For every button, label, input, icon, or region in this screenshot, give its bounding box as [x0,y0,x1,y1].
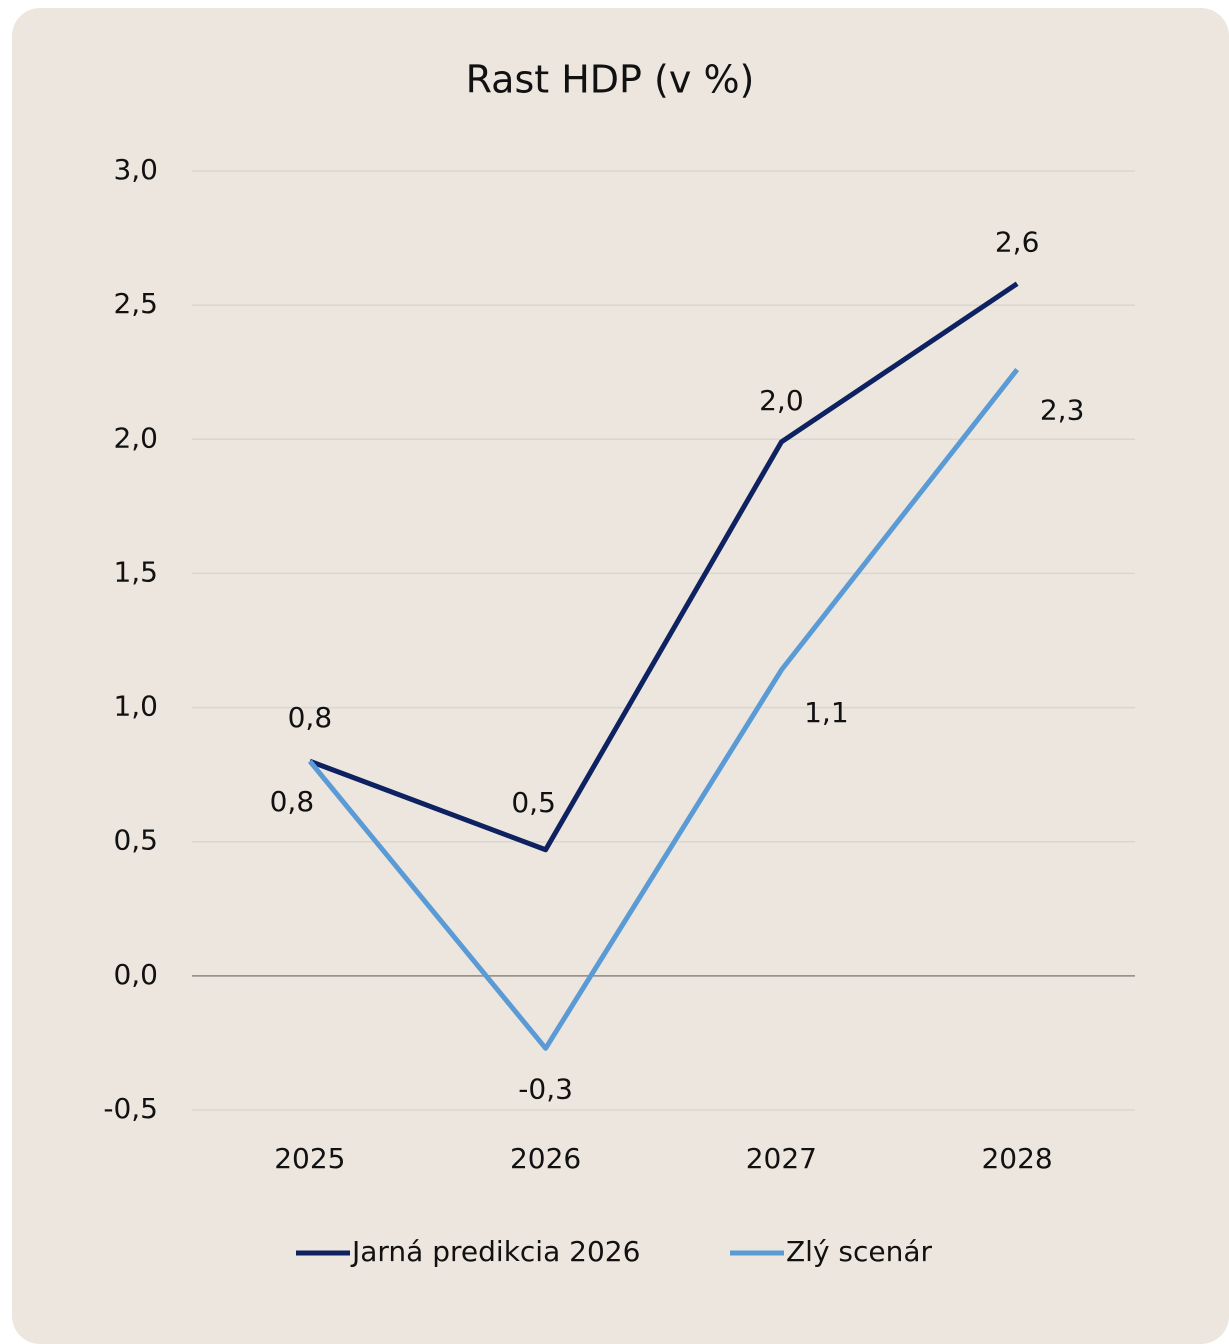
y-tick-label: 0,5 [113,824,158,857]
x-tick-label: 2026 [510,1142,581,1175]
y-tick-label: 3,0 [113,153,158,186]
y-tick-label: -0,5 [103,1092,158,1125]
data-label: -0,3 [518,1072,573,1105]
y-tick-label: 1,0 [113,690,158,723]
data-label: 0,8 [288,701,333,734]
x-tick-label: 2028 [981,1142,1052,1175]
data-label: 0,8 [270,785,315,818]
data-label: 2,3 [1040,394,1085,427]
chart-title: Rast HDP (v %) [466,58,755,102]
legend-label: Jarná predikcia 2026 [350,1235,640,1268]
x-tick-label: 2027 [746,1142,817,1175]
y-tick-label: 2,5 [113,287,158,320]
data-label: 0,5 [511,786,556,819]
data-label: 2,6 [995,226,1040,259]
data-label: 2,0 [759,384,804,417]
series-line [308,281,1019,853]
card [12,8,1229,1344]
y-tick-label: 0,0 [113,958,158,991]
y-tick-label: 1,5 [113,555,158,588]
legend-label: Zlý scenár [786,1235,933,1268]
x-tick-label: 2025 [274,1142,345,1175]
y-tick-label: 2,0 [113,421,158,454]
data-label: 1,1 [804,696,849,729]
series-line [307,367,1020,1051]
